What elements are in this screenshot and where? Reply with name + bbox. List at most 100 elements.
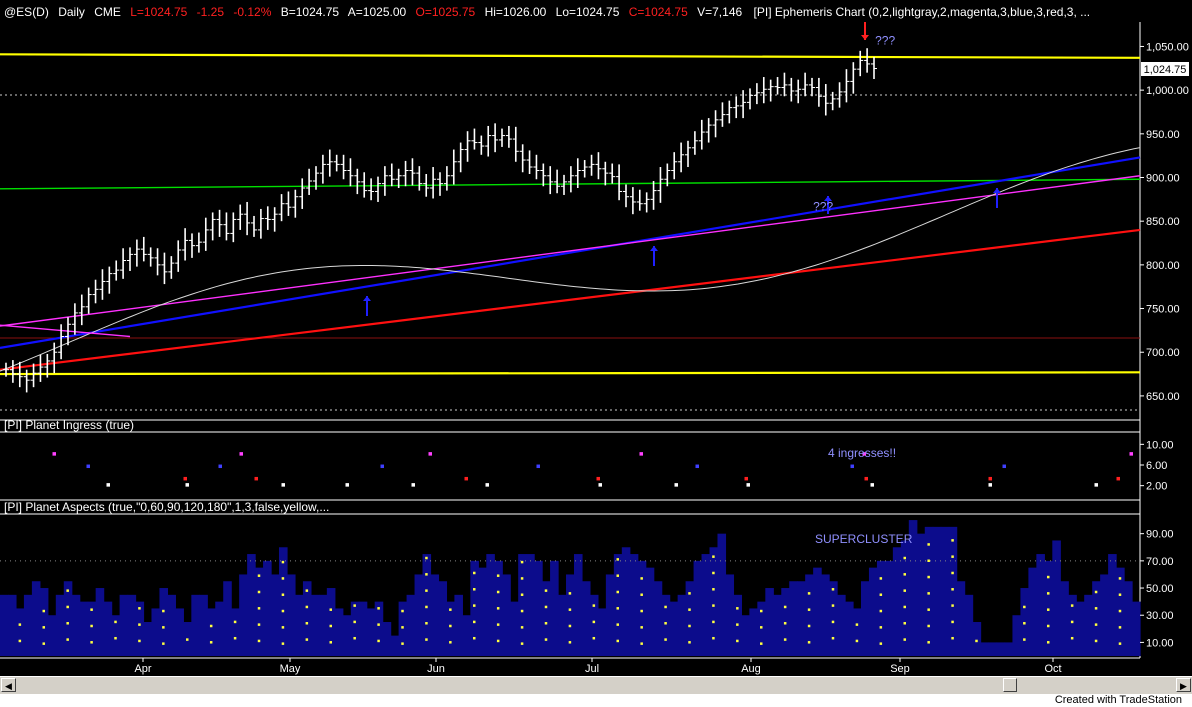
aspect-bar <box>318 594 328 656</box>
aspect-dot <box>90 624 93 628</box>
aspect-bar <box>757 601 766 656</box>
aspect-dot <box>114 620 117 624</box>
price-y-tick-label: 700.00 <box>1146 347 1180 359</box>
aspect-bar <box>558 594 567 656</box>
price-y-tick-label: 650.00 <box>1146 391 1180 403</box>
aspect-bar <box>207 608 216 656</box>
aspect-dot <box>736 623 739 626</box>
aspect-dot <box>616 590 620 594</box>
aspect-bar <box>159 588 169 656</box>
aspect-bar <box>390 635 400 656</box>
aspect-dot <box>592 604 596 607</box>
aspect-bar <box>916 533 926 656</box>
aspect-bar <box>725 574 735 656</box>
x-tick-label: Jun <box>427 663 445 675</box>
ingress-markers <box>52 452 1133 487</box>
x-tick-label: May <box>280 663 301 675</box>
aspect-dot <box>760 609 763 613</box>
aspect-dot <box>257 623 261 626</box>
aspect-dot <box>186 638 189 641</box>
aspect-bar <box>215 601 224 656</box>
aspect-bar <box>717 533 727 656</box>
aspect-dot <box>233 636 237 640</box>
aspect-dot <box>1118 642 1122 645</box>
ingress-marker <box>862 452 866 456</box>
aspect-dot <box>951 588 954 591</box>
aspect-bar <box>79 601 89 656</box>
aspect-bar <box>430 574 440 656</box>
ingress-marker <box>1002 464 1006 469</box>
aspect-dot <box>138 639 141 643</box>
aspect-dot <box>807 592 811 595</box>
up-arrow-may-head <box>363 296 371 301</box>
aspect-dot <box>951 620 954 624</box>
ingress-y-tick-label: 2.00 <box>1146 481 1167 493</box>
aspect-dot <box>1094 623 1098 626</box>
aspect-bar <box>988 642 998 656</box>
aspect-bar <box>39 588 49 656</box>
aspect-bar <box>701 554 711 656</box>
aspect-bar <box>486 554 495 656</box>
aspect-dot <box>807 641 811 644</box>
aspect-dot <box>951 571 954 575</box>
aspect-bar <box>1036 554 1045 656</box>
aspect-dot <box>712 571 715 575</box>
aspect-bar <box>621 547 631 656</box>
aspect-bar <box>1124 581 1133 656</box>
aspect-dot <box>592 636 596 640</box>
aspect-dot <box>760 626 763 629</box>
aspect-dot <box>855 623 859 626</box>
aspect-dot <box>281 642 285 645</box>
aspect-dot <box>831 604 835 607</box>
chart-canvas[interactable]: @ES(D) Daily CME L=1024.75 -1.25 -0.12% … <box>0 0 1192 676</box>
aspect-dot <box>520 593 524 596</box>
aspect-dot <box>568 592 572 595</box>
scroll-left-button[interactable]: ◀ <box>1 678 16 692</box>
aspect-bar <box>876 560 886 656</box>
aspect-bar <box>677 594 687 656</box>
aspect-dot <box>66 638 69 641</box>
aspect-dot <box>712 620 715 624</box>
aspect-bar <box>597 608 607 656</box>
created-with-label: Created with TradeStation <box>1054 694 1182 706</box>
up-arrow-sep-head <box>993 188 1001 193</box>
aspect-dot <box>616 558 620 561</box>
aspect-bar <box>589 594 599 656</box>
aspect-bar <box>350 601 360 656</box>
question-annotation: ??? <box>813 200 833 214</box>
aspect-bar <box>980 642 990 656</box>
ingress-y-tick-label: 6.00 <box>1146 460 1167 472</box>
aspect-bar <box>932 526 942 656</box>
aspect-dot <box>640 593 643 596</box>
ingress-marker <box>485 483 489 487</box>
aspect-dot <box>927 543 930 546</box>
aspect-dot <box>927 559 930 562</box>
horizontal-scrollbar[interactable]: ◀ ▶ <box>0 676 1192 695</box>
scroll-right-button[interactable]: ▶ <box>1176 678 1191 692</box>
aspect-bar <box>964 594 974 656</box>
aspect-dot <box>903 605 906 609</box>
scroll-thumb[interactable] <box>1003 678 1017 692</box>
ingress-marker <box>1129 452 1133 456</box>
ingress-marker <box>596 476 600 481</box>
aspect-bar <box>645 567 655 656</box>
aspect-bar <box>661 594 671 656</box>
aspect-bar <box>478 567 487 656</box>
aspect-dot <box>425 589 428 592</box>
aspect-bar <box>1068 594 1077 656</box>
header-interval: Daily <box>58 5 85 19</box>
aspect-dot <box>568 624 572 628</box>
aspect-bar <box>31 581 41 656</box>
aspect-dot <box>688 592 691 595</box>
aspect-dot <box>903 573 906 576</box>
aspect-bar <box>127 594 137 656</box>
aspect-bar <box>438 581 448 656</box>
aspect-dot <box>520 609 524 613</box>
header-pct: -0.12% <box>233 5 271 19</box>
aspect-dot <box>425 605 428 609</box>
price-annotations: ?????? <box>363 22 1001 316</box>
aspect-bar <box>151 608 161 656</box>
aspect-dot <box>473 636 476 640</box>
aspect-bar <box>326 588 336 656</box>
last-price-label: 1,024.75 <box>1144 64 1187 76</box>
